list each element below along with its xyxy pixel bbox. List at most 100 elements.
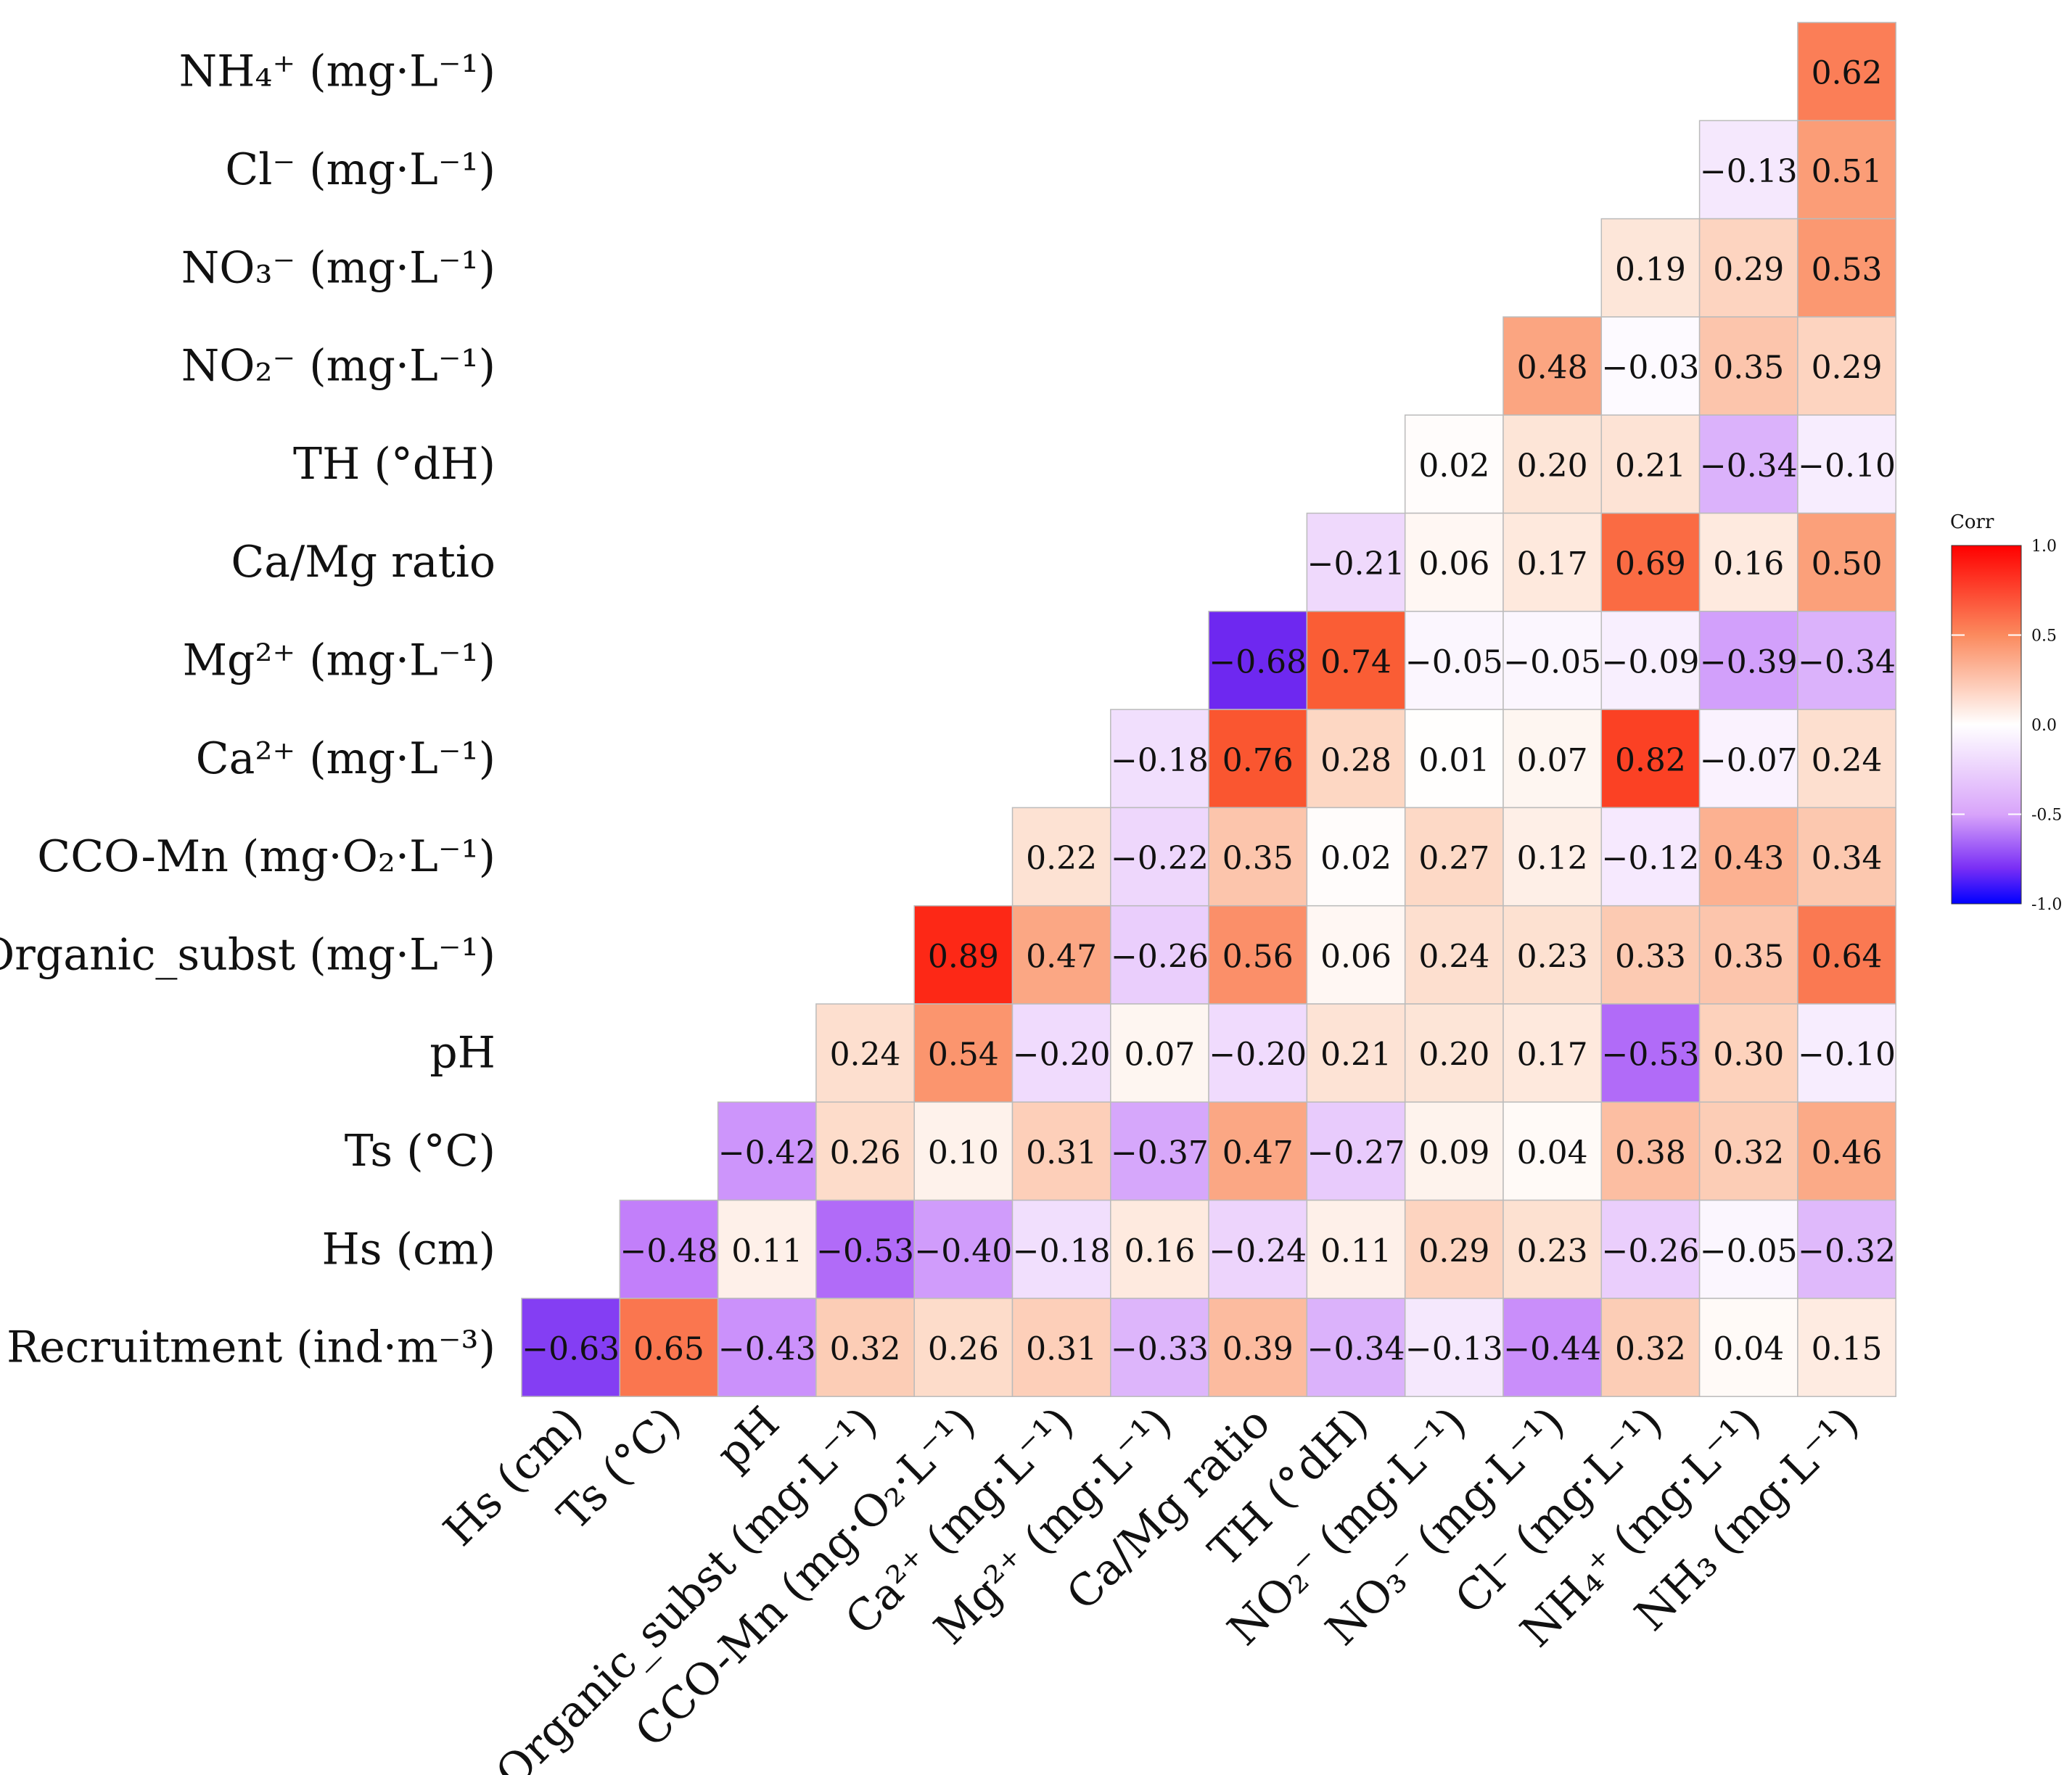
cell-value-label: 0.33: [1615, 938, 1686, 975]
cell-value-label: 0.01: [1418, 742, 1489, 779]
cell-value-label: 0.32: [1615, 1331, 1686, 1368]
heatmap-cell: [1011, 1298, 1111, 1397]
heatmap-cell: [1502, 512, 1603, 612]
heatmap-cell: [619, 1199, 719, 1299]
heatmap-cell: [1698, 512, 1798, 612]
heatmap-cell: [1110, 807, 1209, 907]
cell-value-label: 0.15: [1812, 1331, 1883, 1368]
heatmap-cell: [1600, 1003, 1701, 1103]
cell-value-label: 0.16: [1713, 545, 1784, 582]
cell-value-label: 0.19: [1615, 251, 1686, 288]
cell-value-label: 0.11: [1320, 1232, 1391, 1269]
heatmap-cell: [1011, 905, 1111, 1005]
heatmap-cell: [1797, 414, 1896, 514]
heatmap-cell: [1600, 218, 1701, 318]
cell-value-label: 0.64: [1812, 938, 1883, 975]
cell-value-label: −0.42: [718, 1134, 816, 1171]
heatmap-cell: [1698, 414, 1798, 514]
cell-value-label: −0.07: [1700, 742, 1798, 779]
cell-value-label: 0.21: [1320, 1037, 1391, 1074]
cell-value-label: 0.23: [1517, 938, 1588, 975]
heatmap-cell: [1404, 1101, 1504, 1201]
heatmap-cell: [1404, 512, 1504, 612]
heatmap-cell: [1797, 905, 1896, 1005]
heatmap-cell: [1502, 611, 1603, 710]
cell-value-label: −0.05: [1503, 643, 1601, 680]
cell-value-label: 0.11: [731, 1232, 802, 1269]
cell-value-label: 0.32: [830, 1331, 901, 1368]
y-tick-label: TH (°dH): [293, 439, 496, 490]
cell-value-label: 0.20: [1517, 448, 1588, 485]
heatmap-cell: [521, 1298, 621, 1397]
cell-value-label: −0.18: [1013, 1232, 1111, 1269]
y-axis-labels: NH₄⁺ (mg·L⁻¹) Cl⁻ (mg·L⁻¹) NO₃⁻ (mg·L⁻¹) NO…: [0, 46, 496, 1373]
cell-value-label: 0.43: [1713, 840, 1784, 877]
heatmap-cell: [1110, 1003, 1209, 1103]
cell-value-label: 0.89: [928, 938, 999, 975]
cell-value-label: −0.53: [816, 1232, 914, 1269]
heatmap-cell: [1698, 611, 1798, 710]
cell-value-label: 0.54: [928, 1037, 999, 1074]
heatmap-cell: [1208, 611, 1308, 710]
heatmap-cell: [1600, 1101, 1701, 1201]
y-tick-label: Hs (cm): [321, 1224, 496, 1274]
heatmap-cell: [1110, 1298, 1209, 1397]
y-tick-label: Recruitment (ind·m⁻³): [7, 1322, 496, 1373]
cell-value-label: 0.27: [1418, 840, 1489, 877]
y-tick-label: Ca/Mg ratio: [231, 537, 496, 588]
cell-value-label: 0.53: [1812, 251, 1883, 288]
cell-value-label: −0.44: [1503, 1331, 1601, 1368]
cell-value-label: −0.20: [1209, 1037, 1307, 1074]
cell-value-label: −0.37: [1111, 1134, 1209, 1171]
cell-value-label: −0.13: [1405, 1331, 1503, 1368]
cell-value-label: 0.06: [1418, 545, 1489, 582]
heatmap-cell: [1797, 1199, 1896, 1299]
cell-value-label: −0.09: [1602, 643, 1700, 680]
heatmap-cell: [1502, 1199, 1603, 1299]
heatmap-cell: [815, 1298, 915, 1397]
heatmap-cell: [1306, 709, 1406, 809]
cell-value-label: 0.16: [1124, 1232, 1195, 1269]
heatmap-cell: [1306, 611, 1406, 710]
colorbar-tick-label: 0.0: [2031, 717, 2057, 735]
cell-value-label: 0.48: [1517, 350, 1588, 387]
cell-value-label: 0.07: [1517, 742, 1588, 779]
cell-value-label: 0.62: [1812, 55, 1883, 92]
cell-value-label: 0.10: [928, 1134, 999, 1171]
cell-value-label: 0.46: [1812, 1134, 1883, 1171]
heatmap-cell: [913, 905, 1014, 1005]
cell-value-label: 0.35: [1713, 938, 1784, 975]
heatmap-cell: [913, 1003, 1014, 1103]
cell-value-label: 0.47: [1222, 1134, 1294, 1171]
heatmap-cell: [1404, 1199, 1504, 1299]
cell-value-label: −0.27: [1307, 1134, 1405, 1171]
cell-value-label: −0.05: [1700, 1232, 1798, 1269]
x-tick-label: Hs (cm): [434, 1397, 593, 1556]
heatmap-cell: [1600, 905, 1701, 1005]
cell-value-label: 0.04: [1517, 1134, 1588, 1171]
cell-value-label: 0.09: [1418, 1134, 1489, 1171]
heatmap-cell: [1600, 414, 1701, 514]
heatmap-cell: [1797, 611, 1896, 710]
cell-value-label: −0.33: [1111, 1331, 1209, 1368]
cell-value-label: 0.69: [1615, 545, 1686, 582]
cell-value-label: 0.20: [1418, 1037, 1489, 1074]
colorbar-gradient: [1951, 545, 2022, 905]
heatmap-cell: [1502, 1298, 1603, 1397]
y-tick-label: Organic_subst (mg·L⁻¹): [0, 929, 496, 980]
cell-value-label: −0.26: [1111, 938, 1209, 975]
heatmap-cell: [1698, 905, 1798, 1005]
heatmap-cell: [717, 1101, 817, 1201]
cell-value-label: 0.02: [1320, 840, 1391, 877]
y-tick-label: Ca²⁺ (mg·L⁻¹): [196, 733, 496, 784]
cell-value-label: −0.53: [1602, 1037, 1700, 1074]
heatmap-cell: [1698, 120, 1798, 220]
cell-value-label: 0.30: [1713, 1037, 1784, 1074]
colorbar-tick-label: 0.5: [2031, 627, 2057, 646]
heatmap-cell: [1797, 1298, 1896, 1397]
heatmap-cell: [913, 1101, 1014, 1201]
cell-value-label: 0.24: [1418, 938, 1489, 975]
cell-value-label: 0.23: [1517, 1232, 1588, 1269]
heatmap-cell: [1797, 807, 1896, 907]
